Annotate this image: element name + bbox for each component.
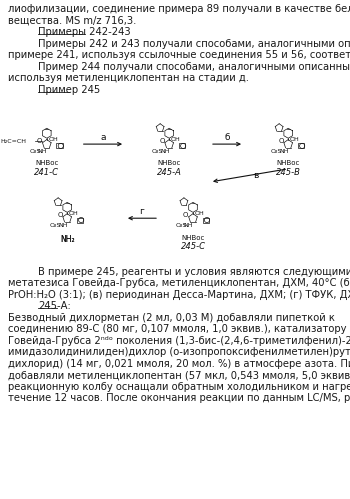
Text: 245-А:: 245-А: (38, 301, 71, 311)
Text: NH: NH (279, 149, 288, 154)
Text: соединению 89-C (80 мг, 0,107 ммоля, 1,0 эквив.), катализатору метатезиса: соединению 89-C (80 мг, 0,107 ммоля, 1,0… (8, 324, 350, 334)
Text: имидазолидинилиден)дихлор (о-изопропоксифенилметилен)рутений II: имидазолидинилиден)дихлор (о-изопропокси… (8, 347, 350, 357)
Bar (6, 98, 346, 262)
Text: PrOH:H₂O (3:1); (в) периодинан Десса-Мартина, ДХМ; (г) ТФУК, ДХМ.: PrOH:H₂O (3:1); (в) периодинан Десса-Мар… (8, 290, 350, 300)
Text: NHBoc: NHBoc (181, 235, 205, 241)
Text: Пример 244 получали способами, аналогичными описанным в примере 241,: Пример 244 получали способами, аналогичн… (38, 61, 350, 71)
Text: OH: OH (195, 211, 204, 216)
Text: дихлорид) (14 мг, 0,021 ммоля, 20 мол. %) в атмосфере азота. Пипеткой: дихлорид) (14 мг, 0,021 ммоля, 20 мол. %… (8, 359, 350, 369)
Text: NHBoc: NHBoc (158, 160, 181, 166)
Text: NH: NH (184, 223, 193, 228)
Text: Примеры 242-243: Примеры 242-243 (38, 27, 131, 37)
Text: NH₂: NH₂ (60, 235, 75, 244)
Bar (203, 218, 209, 223)
Bar (298, 143, 304, 148)
Text: OH: OH (69, 211, 78, 216)
Text: NH₂: NH₂ (60, 235, 75, 244)
Text: 245-B: 245-B (276, 168, 301, 177)
Text: примере 241, используя ссылочные соединения 55 и 56, соответственно.: примере 241, используя ссылочные соедине… (8, 50, 350, 60)
Text: 245-C: 245-C (181, 242, 205, 251)
Text: O₂S: O₂S (29, 149, 41, 154)
Text: Пример 245: Пример 245 (38, 84, 100, 94)
Text: O: O (183, 213, 188, 219)
Text: вещества. MS m/z 716,3.: вещества. MS m/z 716,3. (8, 15, 136, 25)
Text: O: O (57, 213, 63, 219)
Text: O₂S: O₂S (152, 149, 163, 154)
Text: добавляли метиленциклопентан (57 мкл, 0,543 ммоля, 5,0 эквив.), и: добавляли метиленциклопентан (57 мкл, 0,… (8, 370, 350, 380)
Text: Примеры 242 и 243 получали способами, аналогичными описанным в: Примеры 242 и 243 получали способами, ан… (38, 38, 350, 48)
Text: реакционную колбу оснащали обратным холодильником и нагревали при 40°C в: реакционную колбу оснащали обратным холо… (8, 382, 350, 392)
Text: Безводный дихлорметан (2 мл, 0,03 М) добавляли пипеткой к: Безводный дихлорметан (2 мл, 0,03 М) доб… (8, 313, 335, 323)
Text: 241-C: 241-C (34, 168, 59, 177)
Text: OH: OH (48, 137, 58, 142)
Text: O: O (37, 138, 42, 144)
Text: используя метиленциклопентан на стадии д.: используя метиленциклопентан на стадии д… (8, 73, 249, 83)
Bar (77, 218, 83, 223)
Text: г: г (140, 207, 145, 216)
Text: H₂C=CH: H₂C=CH (1, 139, 27, 144)
Text: NH: NH (58, 223, 68, 228)
Text: В примере 245, реагенты и условия являются следующими: (а) катализатор: В примере 245, реагенты и условия являют… (38, 266, 350, 276)
Text: 245-A: 245-A (157, 168, 182, 177)
Text: а: а (100, 133, 106, 142)
Text: O₂S: O₂S (271, 149, 282, 154)
Text: OH: OH (290, 137, 299, 142)
Text: Говейда-Грубса 2ⁿᵈᵒ поколения (1,3-бис-(2,4,6-триметилфенил)-2-: Говейда-Грубса 2ⁿᵈᵒ поколения (1,3-бис-(… (8, 336, 350, 346)
Text: O₂S: O₂S (176, 223, 187, 228)
Text: NH: NH (160, 149, 169, 154)
Text: б: б (224, 133, 230, 142)
Text: лиофилизации, соединение примера 89 получали в качестве белого твердого: лиофилизации, соединение примера 89 полу… (8, 4, 350, 14)
Text: OH: OH (171, 137, 180, 142)
Text: O: O (278, 138, 284, 144)
Text: течение 12 часов. После окончания реакции по данным LC/MS, реакционную: течение 12 часов. После окончания реакци… (8, 393, 350, 403)
Text: NH: NH (37, 149, 47, 154)
Bar (179, 143, 185, 148)
Text: O: O (159, 138, 164, 144)
Bar (56, 143, 63, 148)
Text: метатезиса Говейда-Грубса, метиленциклопентан, ДХМ, 40°C (б) H₂ (40 psi), i-: метатезиса Говейда-Грубса, метиленциклоп… (8, 278, 350, 288)
Text: NHBoc: NHBoc (35, 160, 58, 166)
Text: O₂S: O₂S (50, 223, 61, 228)
Text: в: в (253, 171, 258, 180)
Text: NHBoc: NHBoc (276, 160, 300, 166)
